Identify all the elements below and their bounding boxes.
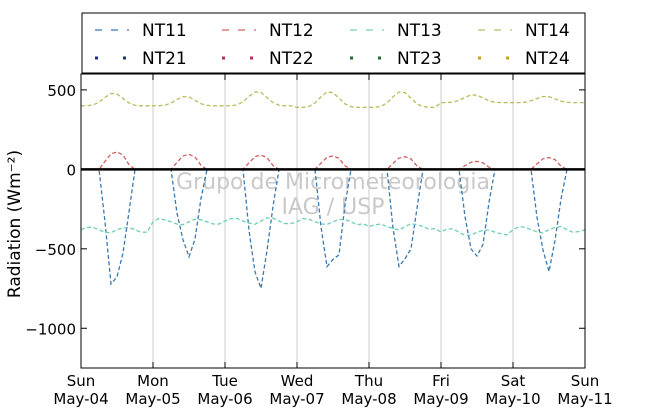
plot-frame <box>80 73 586 369</box>
legend-label: NT23 <box>397 49 442 69</box>
x-tick-day: Sat <box>501 372 526 390</box>
x-tick-day: Mon <box>137 372 169 390</box>
x-tick-date: May-11 <box>557 390 612 408</box>
legend-label: NT21 <box>142 49 187 69</box>
y-tick-label: 0 <box>66 161 76 179</box>
legend-swatch <box>123 56 126 60</box>
legend-swatch <box>95 56 98 60</box>
x-tick-day: Tue <box>211 372 238 390</box>
legend-label: NT12 <box>269 21 314 41</box>
legend-swatch <box>222 56 225 60</box>
legend-label: NT13 <box>397 21 442 41</box>
y-tick-label: −500 <box>35 241 76 259</box>
legend-swatch <box>250 56 253 60</box>
legend-swatch <box>378 56 381 60</box>
legend-swatch <box>478 56 481 60</box>
x-tick-day: Fri <box>432 372 450 390</box>
grid-lines <box>152 74 514 368</box>
x-tick-date: May-06 <box>197 390 252 408</box>
x-tick-date: May-04 <box>53 390 108 408</box>
y-tick-label: −1000 <box>25 320 76 338</box>
x-tick-day: Wed <box>281 372 314 390</box>
x-tick-date: May-10 <box>485 390 540 408</box>
y-axis-label: Radiation (Wm⁻²) <box>5 150 25 298</box>
legend-box <box>81 12 586 74</box>
series-line-nt12 <box>81 151 585 171</box>
legend-label: NT14 <box>525 21 570 41</box>
legend-label: NT22 <box>269 49 314 69</box>
x-tick-date: May-05 <box>125 390 180 408</box>
series-line-nt13 <box>80 217 586 237</box>
x-tick-day: Thu <box>354 372 383 390</box>
y-tick-label: 500 <box>47 82 76 100</box>
legend-swatch <box>350 56 353 60</box>
x-tick-day: Sun <box>571 372 600 390</box>
x-axis: SunMay-04MonMay-05TueMay-06WedMay-07ThuM… <box>53 74 613 408</box>
series-line-nt14 <box>80 91 585 109</box>
watermark-line-1: Grupo de Micrometeorologia <box>176 170 490 195</box>
legend-label: NT24 <box>525 49 570 69</box>
watermark-line-2: IAG / USP <box>282 195 385 220</box>
y-axis: 500 0 −500 −1000 <box>25 82 585 338</box>
legend-label: NT11 <box>142 21 187 41</box>
legend: NT11 NT12 NT13 NT14 NT21 NT22 NT23 NT24 <box>81 12 586 74</box>
x-tick-date: May-09 <box>413 390 468 408</box>
legend-swatch <box>506 56 509 60</box>
watermark: Grupo de Micrometeorologia IAG / USP <box>176 170 490 220</box>
x-tick-date: May-07 <box>269 390 324 408</box>
x-tick-day: Sun <box>67 372 96 390</box>
x-tick-date: May-08 <box>341 390 396 408</box>
